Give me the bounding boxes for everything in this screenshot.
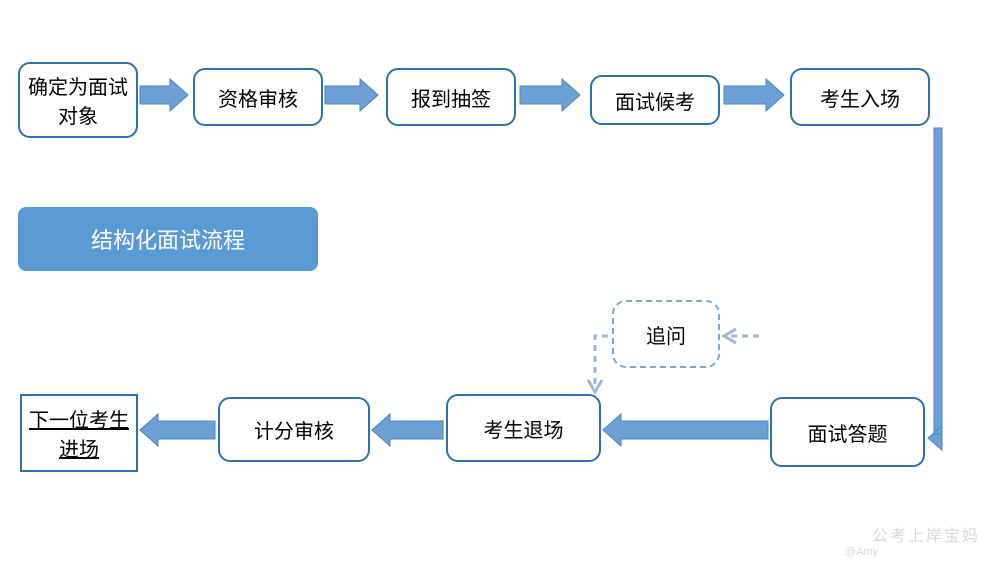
watermark-text: 公考上岸宝妈 — [872, 522, 980, 546]
node-label: 确定为面试对象 — [24, 71, 132, 129]
node-followup: 追问 — [612, 300, 720, 368]
node-label: 计分审核 — [254, 415, 334, 444]
title-box: 结构化面试流程 — [18, 207, 318, 271]
node-label: 考生退场 — [484, 414, 564, 443]
node-exit: 考生退场 — [446, 394, 601, 462]
node-label: 追问 — [646, 320, 686, 349]
node-label: 面试答题 — [808, 418, 888, 447]
watermark-handle: @Amy — [845, 546, 878, 558]
node-answer: 面试答题 — [770, 397, 925, 467]
node-determine-candidate: 确定为面试对象 — [18, 62, 138, 138]
node-next-candidate: 下一位考生进场 — [20, 394, 138, 472]
node-qualification-review: 资格审核 — [193, 68, 323, 126]
node-label: 考生入场 — [820, 83, 900, 112]
node-label: 资格审核 — [218, 83, 298, 112]
node-enter: 考生入场 — [790, 68, 930, 126]
node-scoring: 计分审核 — [218, 397, 370, 462]
node-label: 报到抽签 — [411, 83, 491, 112]
node-waiting: 面试候考 — [590, 75, 720, 125]
node-checkin-draw: 报到抽签 — [386, 68, 516, 126]
node-label: 面试候考 — [615, 86, 695, 115]
node-label: 下一位考生进场 — [26, 404, 132, 462]
title-label: 结构化面试流程 — [91, 223, 245, 255]
